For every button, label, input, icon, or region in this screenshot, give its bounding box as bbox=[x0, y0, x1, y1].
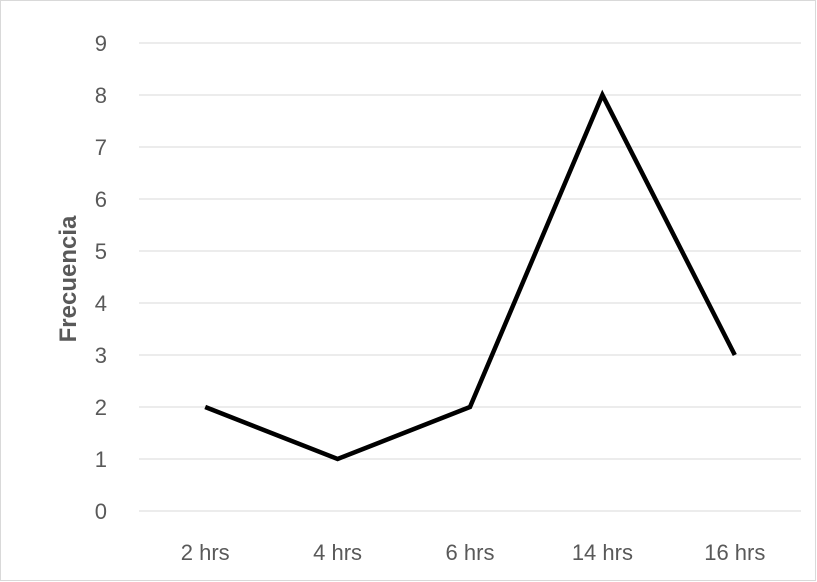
series-group bbox=[204, 89, 737, 462]
x-tick-label-2-hrs: 2 hrs bbox=[181, 540, 230, 565]
y-tick-label-6: 6 bbox=[95, 187, 107, 212]
y-tick-label-0: 0 bbox=[95, 499, 107, 524]
y-tick-label-5: 5 bbox=[95, 239, 107, 264]
x-tick-label-4-hrs: 4 hrs bbox=[313, 540, 362, 565]
series-line-0 bbox=[204, 89, 737, 462]
y-tick-label-8: 8 bbox=[95, 83, 107, 108]
y-tick-label-3: 3 bbox=[95, 343, 107, 368]
gridlines bbox=[139, 42, 801, 512]
x-tick-label-16-hrs: 16 hrs bbox=[704, 540, 765, 565]
y-axis-title: Frecuencia bbox=[55, 215, 82, 342]
x-tick-label-14-hrs: 14 hrs bbox=[572, 540, 633, 565]
y-tick-label-2: 2 bbox=[95, 395, 107, 420]
y-tick-label-4: 4 bbox=[95, 291, 107, 316]
y-tick-label-9: 9 bbox=[95, 31, 107, 56]
y-tick-label-1: 1 bbox=[95, 447, 107, 472]
y-tick-label-7: 7 bbox=[95, 135, 107, 160]
y-axis-ticks: 0 1 2 3 4 5 6 7 8 9 bbox=[95, 31, 107, 524]
x-axis-ticks: 2 hrs 4 hrs 6 hrs 14 hrs 16 hrs bbox=[181, 540, 766, 565]
x-tick-label-6-hrs: 6 hrs bbox=[446, 540, 495, 565]
